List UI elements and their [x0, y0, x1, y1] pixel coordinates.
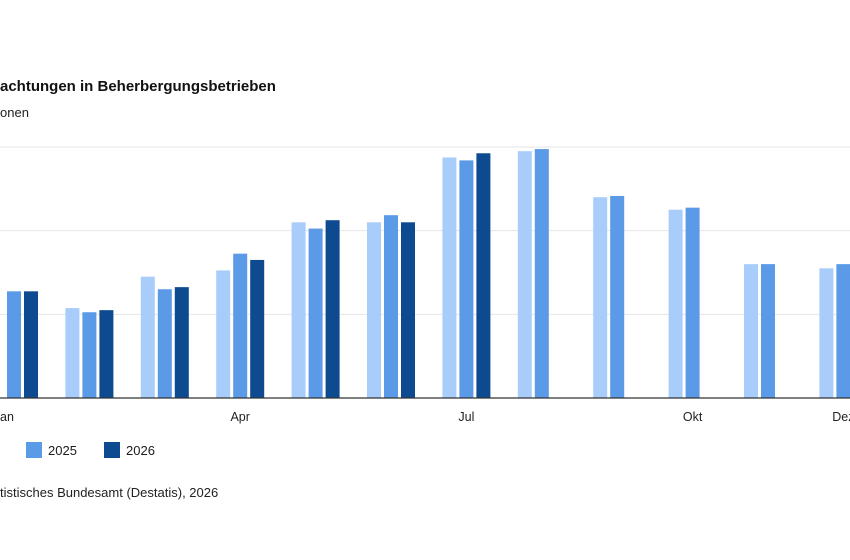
bar-jul-2026[interactable]	[476, 153, 491, 398]
legend-swatch-2025	[26, 442, 42, 458]
bar-apr-2025[interactable]	[233, 253, 248, 398]
legend-swatch-2026	[104, 442, 120, 458]
bar-mai-2025[interactable]	[308, 228, 323, 398]
bar-jun-2026[interactable]	[401, 222, 415, 398]
bar-feb-2026[interactable]	[99, 310, 114, 398]
bar-jun-4[interactable]	[367, 222, 381, 398]
bar-dez-4[interactable]	[819, 268, 834, 398]
bar-feb-4[interactable]	[65, 308, 80, 398]
bar-jul-4[interactable]	[442, 157, 457, 398]
bar-aug-2025[interactable]	[534, 149, 549, 398]
bar-mär-4[interactable]	[140, 276, 155, 398]
x-tick-labels: an Apr Jul Okt Dez	[0, 410, 850, 424]
legend-label-2026: 2026	[126, 442, 155, 458]
bar-nov-4[interactable]	[744, 264, 758, 398]
chart-title: achtungen in Beherbergungsbetrieben	[0, 78, 276, 95]
bar-mär-2026[interactable]	[174, 287, 189, 398]
x-tick-apr: Apr	[230, 410, 249, 424]
bar-mär-2025[interactable]	[157, 289, 172, 398]
bar-okt-2025[interactable]	[685, 207, 700, 398]
bar-apr-4[interactable]	[216, 270, 231, 398]
bar-jan-2025[interactable]	[7, 291, 21, 398]
bar-mai-4[interactable]	[291, 222, 306, 398]
legend: 4 2025 2026	[0, 440, 200, 460]
bar-nov-2025[interactable]	[761, 264, 775, 398]
legend-item-2026[interactable]: 2026	[104, 440, 155, 460]
bar-jun-2025[interactable]	[384, 215, 398, 398]
bar-feb-2025[interactable]	[82, 312, 97, 398]
bar-jan-2026[interactable]	[24, 291, 38, 398]
x-tick-jul: Jul	[458, 410, 474, 424]
source-note: tistisches Bundesamt (Destatis), 2026	[0, 485, 219, 500]
bar-dez-2025[interactable]	[836, 264, 850, 398]
bar-mai-2026[interactable]	[325, 220, 340, 398]
gridlines	[0, 146, 850, 315]
bar-sep-2025[interactable]	[610, 195, 625, 398]
x-tick-dez: Dez	[832, 410, 850, 424]
bar-okt-4[interactable]	[668, 209, 683, 398]
legend-item-2025[interactable]: 2025	[26, 440, 77, 460]
bar-chart: an Apr Jul Okt Dez	[0, 146, 850, 424]
bar-aug-4[interactable]	[517, 151, 532, 398]
bar-sep-4[interactable]	[593, 197, 608, 398]
chart-subtitle: onen	[0, 105, 29, 120]
x-tick-jan: an	[0, 410, 14, 424]
bar-jul-2025[interactable]	[459, 160, 474, 398]
x-tick-okt: Okt	[683, 410, 703, 424]
bar-apr-2026[interactable]	[250, 259, 265, 398]
bars	[7, 149, 850, 398]
legend-label-2025: 2025	[48, 442, 77, 458]
